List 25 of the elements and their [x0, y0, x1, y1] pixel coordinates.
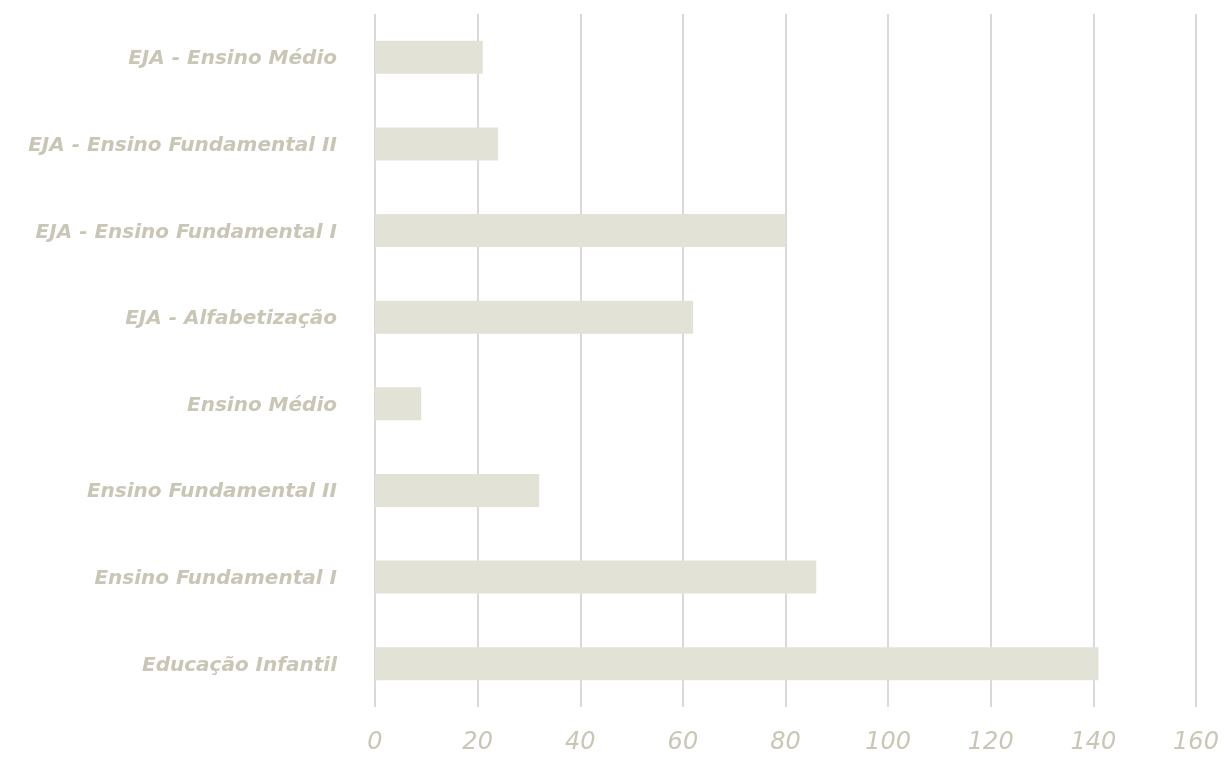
x-tick-label: 140 — [1070, 727, 1117, 755]
bar — [375, 560, 817, 594]
bar — [375, 40, 483, 74]
y-tick-label: Ensino Fundamental II — [86, 478, 338, 503]
y-tick-label: EJA - Ensino Fundamental I — [35, 218, 338, 243]
y-tick-label: EJA - Ensino Fundamental II — [28, 131, 338, 156]
y-tick-label: EJA - Ensino Médio — [128, 45, 338, 70]
y-tick-label: Ensino Médio — [187, 391, 338, 416]
bar — [375, 647, 1099, 681]
bar — [375, 127, 499, 161]
x-tick-label: 100 — [865, 727, 912, 755]
x-tick-label: 80 — [770, 727, 801, 755]
x-tick-label: 60 — [667, 727, 699, 755]
bar — [375, 387, 422, 421]
y-tick-label: Ensino Fundamental I — [94, 565, 338, 590]
y-tick-label: Educação Infantil — [141, 651, 339, 676]
x-tick-label: 160 — [1173, 727, 1219, 755]
x-tick-label: 0 — [367, 727, 383, 755]
bar — [375, 473, 540, 507]
bar — [375, 300, 694, 334]
bar — [375, 214, 786, 248]
y-tick-label: EJA - Alfabetização — [125, 305, 338, 330]
x-tick-label: 120 — [967, 727, 1014, 755]
x-tick-label: 40 — [564, 727, 596, 755]
x-tick-label: 20 — [462, 727, 493, 755]
